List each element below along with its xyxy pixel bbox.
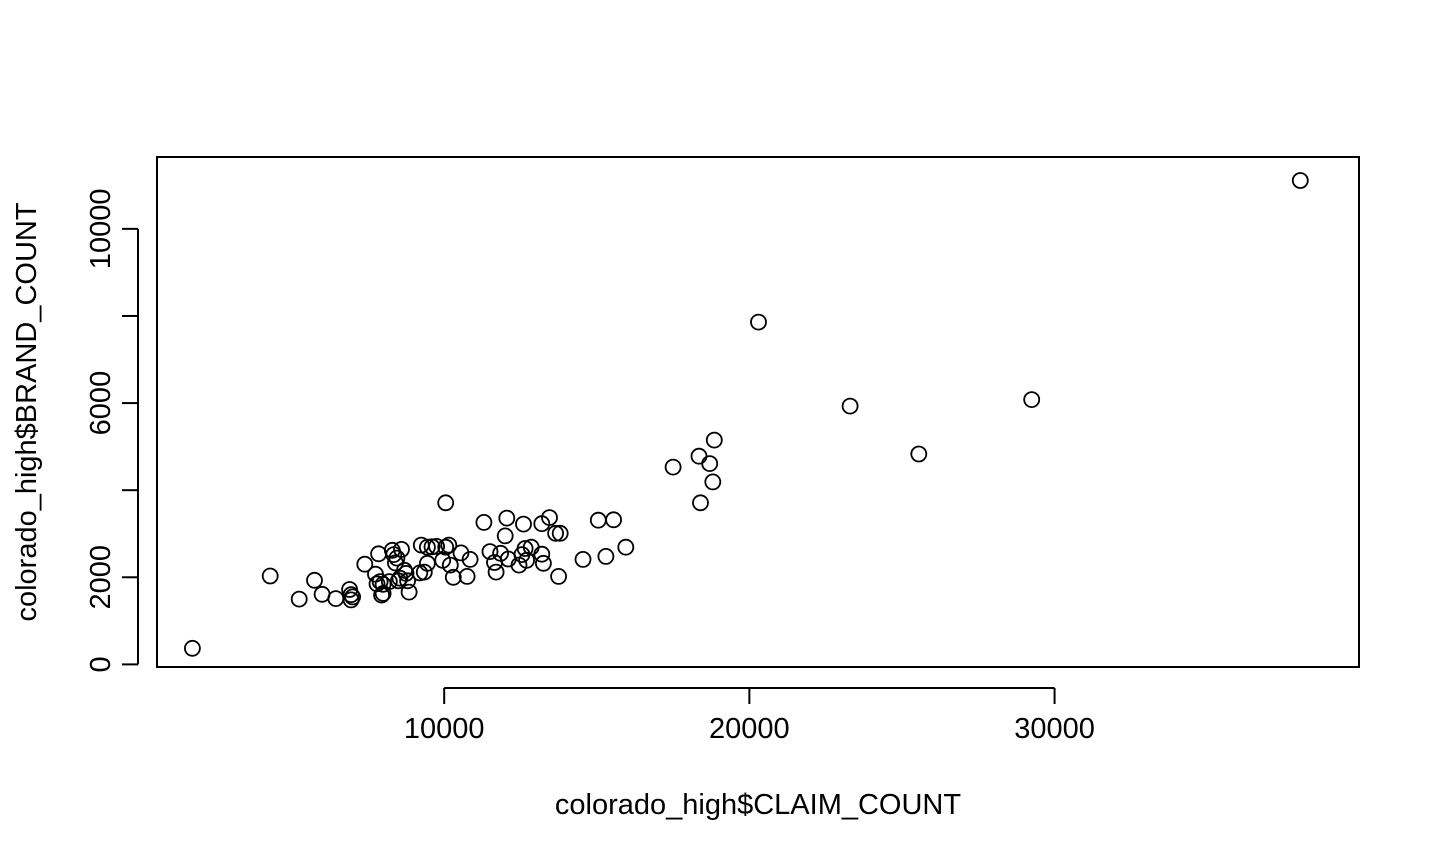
data-point	[1291, 172, 1309, 189]
data-point	[701, 455, 719, 473]
data-point	[373, 586, 391, 604]
plot-box	[156, 156, 1360, 668]
data-point	[750, 313, 767, 331]
data-point	[344, 588, 362, 606]
x-tick-label: 10000	[404, 713, 485, 745]
data-point	[423, 538, 441, 556]
data-point	[605, 511, 622, 529]
x-tick-label: 30000	[1014, 713, 1095, 745]
data-point	[550, 568, 567, 585]
data-point	[841, 397, 859, 415]
y-tick-label: 10000	[85, 189, 117, 270]
data-point	[705, 431, 723, 449]
data-point	[496, 527, 514, 545]
data-point	[515, 515, 532, 533]
data-point	[458, 568, 476, 585]
data-point	[597, 548, 615, 565]
data-point	[313, 585, 331, 603]
data-point	[327, 590, 345, 607]
data-point	[261, 567, 279, 585]
data-point	[551, 524, 569, 542]
x-axis: 10000 20000 30000	[404, 687, 1095, 745]
data-point	[574, 551, 592, 568]
data-point	[692, 494, 709, 512]
data-point	[589, 511, 607, 529]
x-tick-label: 20000	[709, 713, 790, 745]
data-point	[498, 509, 516, 527]
data-point	[290, 590, 308, 608]
y-tick-label: 6000	[85, 371, 117, 436]
data-point	[388, 549, 406, 567]
data-point	[368, 575, 386, 593]
data-point	[440, 536, 458, 554]
y-axis: 0 2000 6000 10000	[85, 189, 139, 672]
data-point	[370, 545, 388, 563]
data-point	[371, 573, 389, 590]
data-point	[342, 586, 360, 604]
data-point	[910, 445, 928, 463]
y-tick-label: 2000	[85, 545, 117, 610]
data-point	[547, 524, 564, 542]
data-points	[183, 172, 1309, 657]
data-point	[617, 538, 635, 556]
data-point	[487, 563, 505, 581]
data-point	[664, 458, 682, 476]
data-point	[704, 473, 722, 491]
data-point	[415, 563, 433, 581]
data-point	[418, 554, 436, 572]
data-point	[183, 639, 201, 657]
data-point	[441, 556, 459, 574]
data-point	[541, 509, 558, 526]
data-point	[418, 538, 436, 556]
data-point	[444, 568, 462, 586]
data-point	[400, 583, 418, 601]
data-point	[356, 555, 374, 573]
data-point	[461, 551, 479, 568]
data-point	[437, 538, 455, 556]
data-point	[516, 540, 534, 557]
data-point	[393, 541, 410, 558]
data-point	[690, 447, 708, 465]
data-point	[475, 514, 493, 531]
y-tick-label: 0	[85, 656, 117, 672]
y-axis-title: colorado_high$BRAND_COUNT	[11, 202, 43, 621]
data-point	[428, 538, 446, 555]
data-point	[1023, 391, 1041, 409]
x-axis-title: colorado_high$CLAIM_COUNT	[555, 789, 961, 821]
data-point	[535, 554, 552, 572]
data-point	[397, 565, 415, 582]
data-point	[380, 573, 398, 590]
data-point	[533, 545, 551, 563]
data-point	[437, 494, 455, 512]
data-point	[399, 572, 417, 590]
data-point	[481, 543, 499, 560]
data-point	[306, 571, 323, 589]
